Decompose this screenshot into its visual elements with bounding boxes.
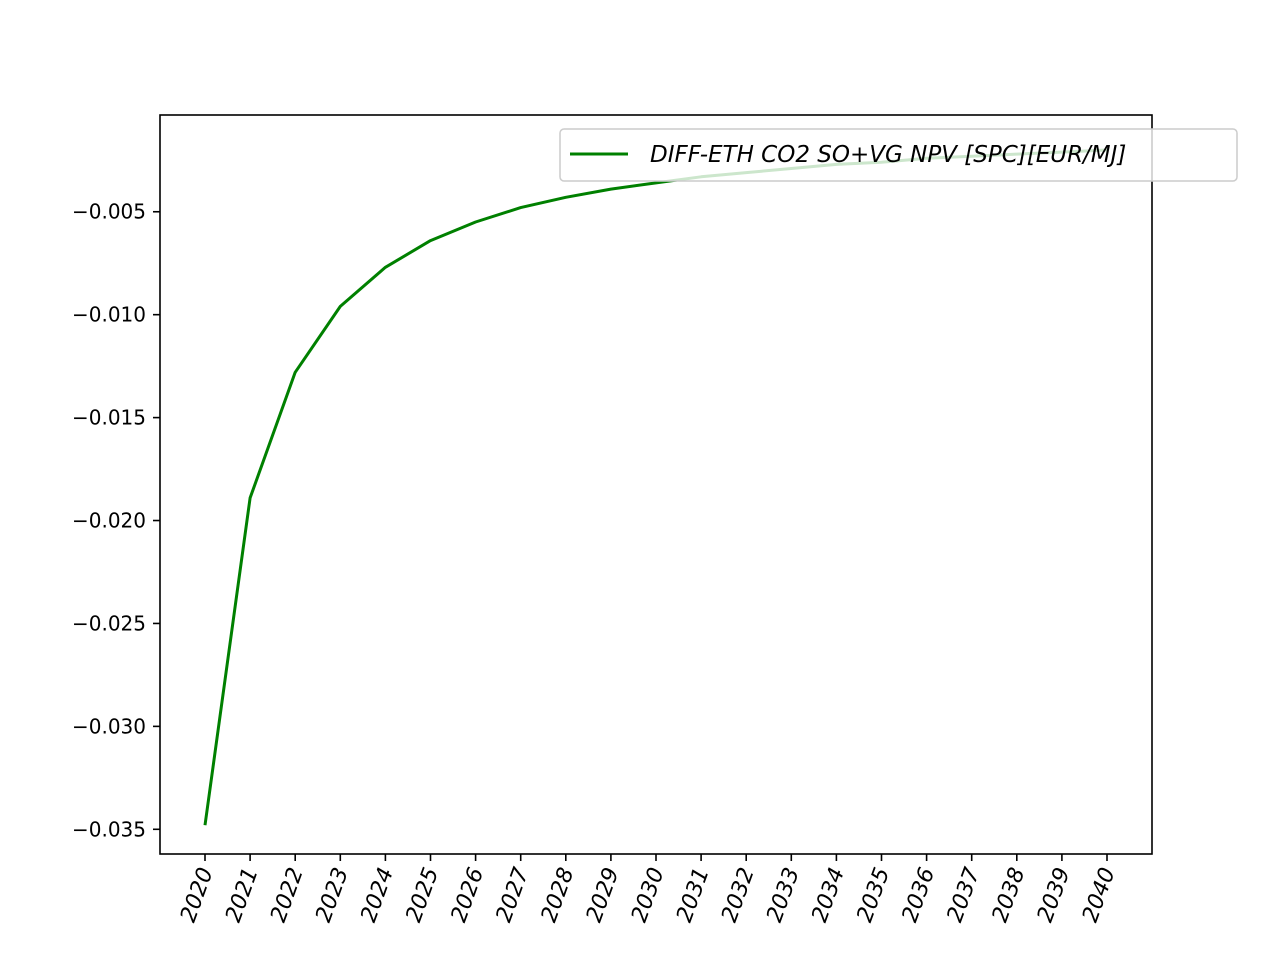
legend[interactable]: DIFF-ETH CO2 SO+VG NPV [SPC][EUR/MJ] xyxy=(559,128,1238,182)
legend-label: DIFF-ETH CO2 SO+VG NPV [SPC][EUR/MJ] xyxy=(650,142,1126,168)
y-tick-label: −0.010 xyxy=(72,303,146,327)
y-tick-label: −0.005 xyxy=(72,200,146,224)
y-tick-label: −0.025 xyxy=(72,611,146,635)
y-tick-label: −0.030 xyxy=(72,714,146,738)
y-tick-label: −0.020 xyxy=(72,509,146,533)
y-tick-label: −0.015 xyxy=(72,406,146,430)
y-tick-label: −0.035 xyxy=(72,817,146,841)
y-axis: −0.035 −0.030 −0.025 −0.020 −0.015 −0.010 −0.0… xyxy=(72,200,160,841)
legend-box xyxy=(559,128,1238,182)
